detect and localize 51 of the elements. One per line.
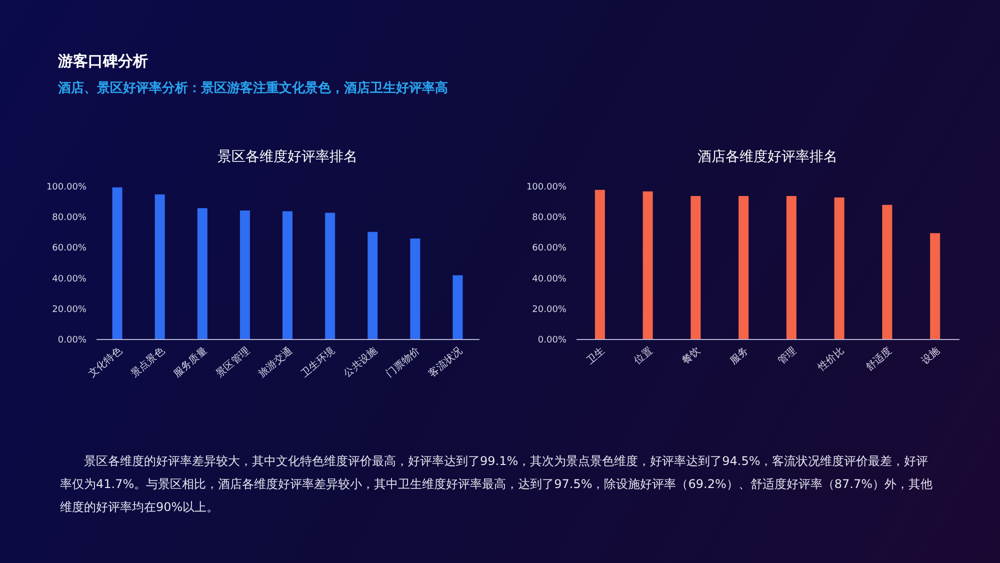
bar: [282, 211, 292, 339]
bar: [240, 210, 250, 339]
x-tick-label: 门票物价: [384, 344, 422, 380]
y-tick-label: 60.00%: [52, 244, 87, 254]
x-tick-label: 旅游交通: [256, 344, 295, 380]
y-tick-label: 40.00%: [52, 274, 87, 284]
bar: [738, 196, 749, 339]
bar: [368, 232, 378, 339]
bar: [325, 212, 336, 339]
y-tick-label: 0.00%: [538, 336, 567, 346]
x-tick-label: 设施: [919, 344, 942, 367]
bar: [197, 208, 208, 339]
y-tick-label: 0.00%: [58, 336, 87, 346]
y-tick-label: 20.00%: [532, 304, 567, 315]
bar: [410, 238, 420, 339]
x-tick-label: 服务质量: [171, 344, 210, 380]
chart-title: 景区各维度好评率排名: [218, 149, 358, 165]
x-tick-label: 性价比: [814, 344, 846, 374]
x-tick-label: 公共设施: [341, 344, 380, 380]
x-tick-label: 卫生: [584, 344, 608, 367]
x-tick-label: 服务: [728, 344, 751, 367]
x-tick-label: 卫生环境: [298, 344, 338, 380]
bar: [594, 190, 605, 339]
bar: [882, 204, 892, 339]
text: 酒店、景区好评率分析：景区游客注重文化景色，酒店卫生好评率高: [58, 80, 448, 97]
x-tick-label: 客流状况: [426, 344, 465, 380]
y-tick-label: 40.00%: [532, 274, 567, 284]
y-tick-label: 60.00%: [532, 244, 567, 254]
x-tick-label: 景区管理: [214, 344, 252, 380]
bar: [834, 197, 844, 339]
x-tick-label: 舒适度: [864, 344, 894, 374]
x-tick-label: 位置: [632, 344, 655, 367]
bar: [930, 233, 940, 339]
text: 游客口碑分析: [58, 52, 149, 71]
y-tick-label: 100.00%: [526, 182, 567, 192]
x-tick-label: 景点景色: [128, 344, 167, 380]
bar: [786, 196, 796, 339]
text: 景区各维度的好评率差异较大，其中文化特色维度评价最高，好评率达到了99.1%，其次为景点景色维度，好评率达到了94.5%，客流状况维度评价最差，好评率仅为41.7%。与景区相比，酒店各维度好评率差异较小，其中卫生维度好评率最高，达到了97.5%，除设施好评率（69.2%）、舒适度好评率（87.7%）外，其他维度的好评率均在90%以上。: [60, 453, 934, 516]
x-tick-label: 餐饮: [680, 344, 703, 367]
bar: [452, 275, 463, 339]
y-tick-label: 100.00%: [46, 182, 87, 192]
bar: [154, 194, 165, 339]
bar: [642, 191, 653, 339]
x-tick-label: 文化特色: [86, 344, 124, 380]
y-tick-label: 80.00%: [532, 213, 567, 224]
chart-title: 酒店各维度好评率排名: [698, 149, 838, 165]
y-tick-label: 20.00%: [52, 304, 87, 315]
bar: [112, 187, 122, 339]
bar: [690, 196, 701, 339]
y-tick-label: 80.00%: [52, 213, 87, 224]
x-tick-label: 管理: [776, 346, 799, 367]
